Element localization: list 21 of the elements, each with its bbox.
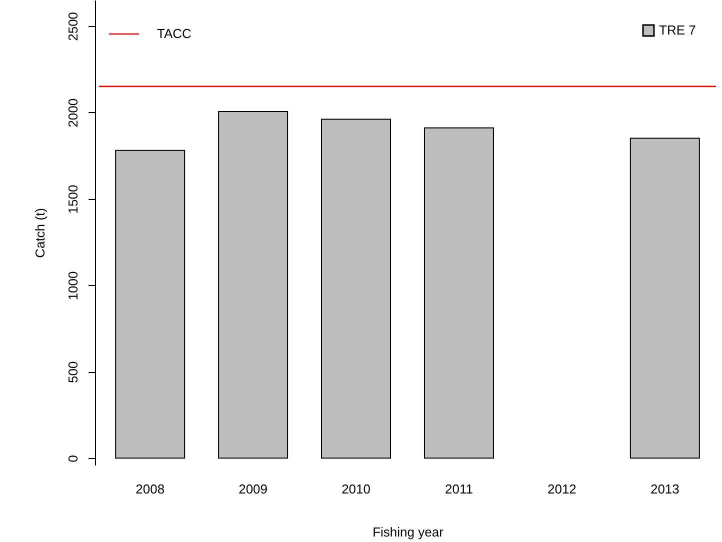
y-axis-title: Catch (t) [32,208,48,258]
y-tick-label: 2000 [66,98,80,128]
bar [115,150,186,459]
y-tick-label: 1000 [66,271,80,300]
bar [218,110,288,459]
y-tick-label: 500 [66,361,80,384]
bar [630,138,700,459]
x-tick-label: 2010 [342,482,370,496]
x-tick-label: 2011 [445,482,473,496]
legend-label: TRE 7 [659,22,696,38]
y-tick-label: 1500 [66,184,80,214]
x-tick-label: 2009 [238,482,268,496]
legend-label: TACC [157,26,192,41]
x-tick-label: 2008 [136,482,165,496]
x-axis-title: Fishing year [372,524,444,540]
bar [321,118,392,459]
y-tick-label: 2500 [66,12,80,41]
y-tick-label: 0 [66,454,80,462]
x-tick-label: 2012 [547,482,576,496]
x-tick-label: 2013 [650,482,680,496]
bar [424,127,494,459]
